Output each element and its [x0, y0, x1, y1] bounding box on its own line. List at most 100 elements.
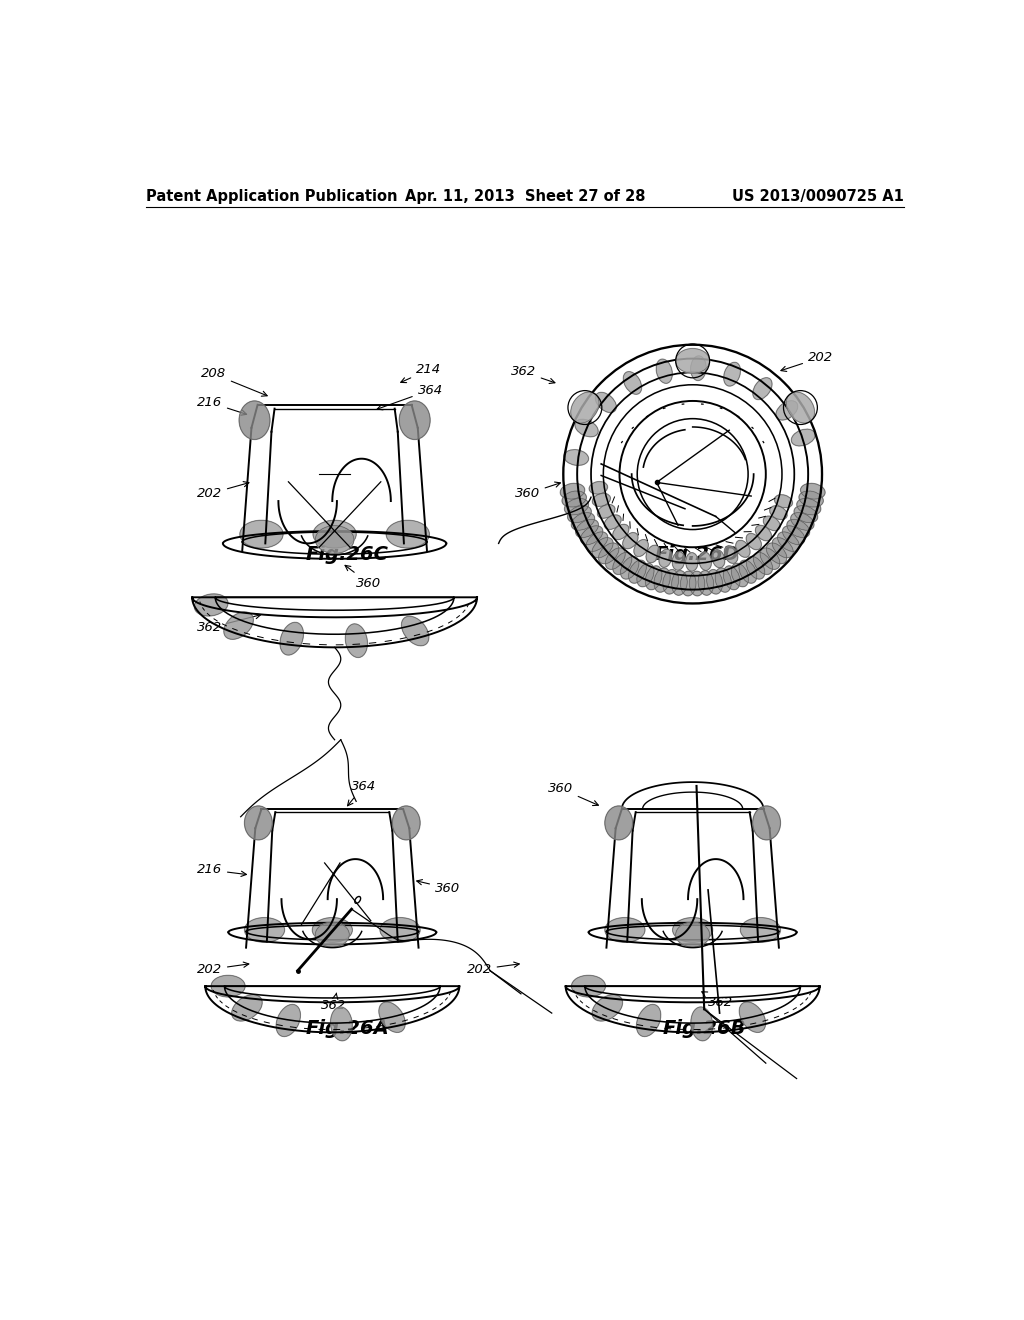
Ellipse shape [570, 392, 599, 422]
Ellipse shape [698, 570, 714, 595]
Ellipse shape [567, 506, 591, 523]
Ellipse shape [763, 516, 780, 531]
Ellipse shape [772, 537, 794, 558]
Ellipse shape [756, 525, 771, 541]
Ellipse shape [676, 348, 710, 374]
Ellipse shape [392, 807, 420, 840]
Ellipse shape [797, 499, 821, 515]
Text: 208: 208 [201, 367, 267, 396]
Ellipse shape [224, 612, 253, 639]
Ellipse shape [604, 515, 622, 529]
Ellipse shape [724, 362, 740, 385]
Ellipse shape [345, 624, 368, 657]
Ellipse shape [753, 807, 780, 840]
Ellipse shape [581, 525, 603, 545]
Text: 360: 360 [515, 482, 560, 500]
Ellipse shape [723, 566, 740, 590]
Text: 360: 360 [345, 565, 381, 590]
Ellipse shape [245, 807, 272, 840]
Ellipse shape [380, 917, 420, 942]
Text: Apr. 11, 2013  Sheet 27 of 28: Apr. 11, 2013 Sheet 27 of 28 [404, 189, 645, 203]
Ellipse shape [770, 506, 787, 520]
Ellipse shape [623, 532, 638, 549]
Ellipse shape [654, 568, 670, 593]
Ellipse shape [399, 401, 430, 440]
Ellipse shape [562, 491, 587, 507]
Ellipse shape [673, 552, 685, 570]
Ellipse shape [746, 533, 761, 549]
Ellipse shape [589, 482, 607, 494]
Ellipse shape [612, 524, 629, 540]
Ellipse shape [663, 570, 679, 594]
Ellipse shape [571, 975, 605, 997]
Ellipse shape [739, 1002, 766, 1032]
Ellipse shape [331, 1007, 352, 1040]
Ellipse shape [231, 995, 262, 1020]
Ellipse shape [586, 532, 607, 552]
Ellipse shape [712, 549, 725, 568]
Text: 202: 202 [781, 351, 834, 371]
Ellipse shape [753, 378, 772, 400]
Ellipse shape [774, 495, 793, 508]
Text: 364: 364 [347, 780, 376, 805]
Ellipse shape [379, 1002, 406, 1032]
Ellipse shape [777, 532, 799, 552]
Text: 362: 362 [701, 991, 733, 1008]
Ellipse shape [646, 545, 659, 562]
Text: Fig.26A: Fig.26A [305, 1019, 389, 1038]
Ellipse shape [689, 572, 705, 595]
Ellipse shape [794, 506, 818, 523]
Ellipse shape [245, 917, 285, 942]
Ellipse shape [634, 540, 648, 557]
Text: 364: 364 [377, 384, 442, 409]
Ellipse shape [612, 553, 632, 574]
Ellipse shape [605, 807, 633, 840]
Ellipse shape [560, 483, 585, 499]
Ellipse shape [315, 525, 354, 553]
Ellipse shape [592, 995, 623, 1020]
Ellipse shape [574, 420, 598, 437]
Ellipse shape [597, 504, 615, 519]
Ellipse shape [312, 917, 352, 942]
Text: Fig.26B: Fig.26B [663, 1019, 746, 1038]
Text: 362: 362 [511, 366, 555, 384]
Ellipse shape [792, 429, 815, 446]
Ellipse shape [672, 570, 687, 595]
Ellipse shape [673, 917, 713, 942]
Text: Fig.26C: Fig.26C [306, 545, 389, 564]
Ellipse shape [595, 392, 616, 413]
Ellipse shape [276, 1005, 300, 1036]
Ellipse shape [686, 553, 698, 572]
Ellipse shape [776, 401, 798, 420]
Ellipse shape [786, 392, 814, 422]
Ellipse shape [791, 512, 814, 531]
Ellipse shape [240, 520, 283, 548]
Ellipse shape [707, 570, 723, 594]
Ellipse shape [731, 564, 749, 587]
Ellipse shape [691, 1007, 713, 1040]
Ellipse shape [760, 548, 780, 569]
Text: Fig.26D: Fig.26D [654, 545, 739, 564]
Ellipse shape [735, 540, 750, 557]
Ellipse shape [739, 560, 757, 583]
Ellipse shape [746, 557, 765, 579]
Ellipse shape [754, 553, 772, 574]
Ellipse shape [315, 923, 349, 946]
Ellipse shape [592, 537, 613, 558]
Text: 202: 202 [197, 482, 249, 500]
Ellipse shape [690, 356, 707, 380]
Text: US 2013/0090725 A1: US 2013/0090725 A1 [732, 189, 903, 203]
Ellipse shape [659, 549, 672, 568]
Ellipse shape [195, 594, 228, 616]
Text: Patent Application Publication: Patent Application Publication [146, 189, 397, 203]
Ellipse shape [637, 1005, 660, 1036]
Text: 360: 360 [548, 781, 598, 805]
Ellipse shape [605, 917, 645, 942]
Ellipse shape [401, 616, 429, 645]
Ellipse shape [699, 552, 712, 570]
Ellipse shape [240, 401, 270, 440]
Ellipse shape [211, 975, 245, 997]
Ellipse shape [621, 557, 639, 579]
Ellipse shape [715, 568, 731, 593]
Ellipse shape [637, 564, 654, 587]
